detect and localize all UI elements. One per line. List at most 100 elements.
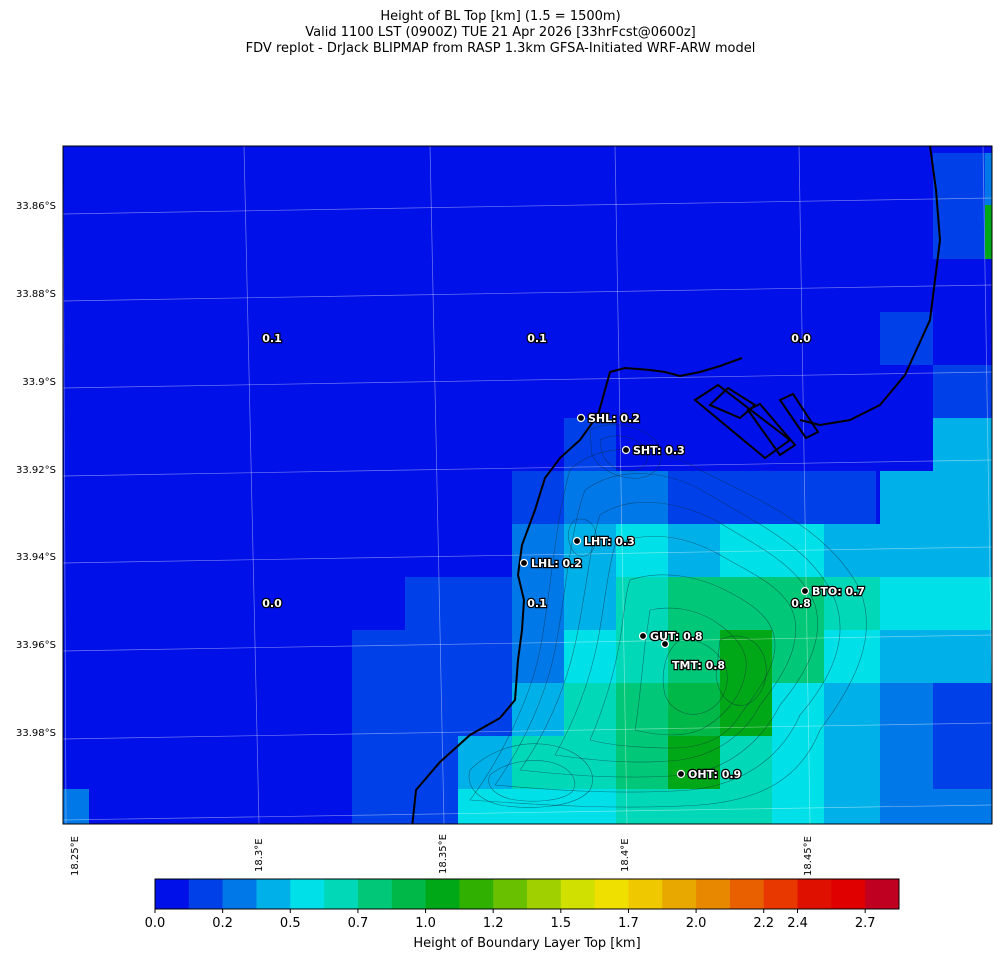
colorbar-swatch (222, 879, 257, 909)
colorbar (154, 878, 900, 913)
lon-label-18-30: 18.3°E (254, 838, 265, 872)
lat-label-33-88: 33.88°S (16, 289, 56, 300)
colorbar-tick-label: 0.2 (212, 916, 233, 931)
lat-label-33-86: 33.86°S (16, 201, 56, 212)
colorbar-tick-label: 0.0 (144, 916, 166, 931)
lon-label-18-25: 18.25°E (70, 836, 81, 876)
grid-cell (772, 736, 824, 789)
lat-label-33-90: 33.9°S (22, 377, 56, 388)
grid-value-label: 0.1 (262, 332, 282, 345)
map-valid-time: Valid 1100 LST (0900Z) TUE 21 Apr 2026 [… (305, 25, 696, 40)
grid-cell (933, 683, 992, 736)
grid-cell (616, 683, 668, 736)
grid-cell (880, 736, 933, 789)
grid-cell (720, 630, 772, 683)
grid-cells (63, 153, 992, 824)
station-label: SHT: 0.3 (633, 444, 685, 457)
grid-cell (405, 577, 458, 630)
grid-cell (824, 577, 880, 630)
grid-cell (824, 471, 876, 524)
grid-cell (985, 205, 992, 259)
grid-cell (880, 683, 933, 736)
colorbar-swatch (290, 879, 325, 909)
grid-cell (772, 789, 824, 824)
colorbar-tick-label: 1.0 (415, 916, 436, 931)
grid-cell (668, 577, 720, 630)
colorbar-swatch (560, 879, 596, 909)
grid-cell (824, 683, 880, 736)
grid-cell (880, 789, 933, 824)
colorbar-tick-label: 0.7 (347, 916, 369, 931)
colorbar-swatch (155, 879, 190, 909)
grid-value-label: 0.1 (527, 332, 547, 345)
colorbar-swatch (831, 879, 866, 909)
grid-cell (720, 789, 772, 824)
colorbar-swatch (391, 879, 427, 909)
grid-cell (458, 736, 512, 789)
grid-cell (720, 524, 772, 577)
station-marker (572, 536, 582, 546)
grid-cell (880, 630, 992, 683)
grid-cell (616, 736, 668, 789)
grid-cell (824, 736, 880, 789)
grid-cell (564, 736, 616, 789)
grid-cell (772, 577, 824, 630)
grid-cell (880, 577, 992, 630)
colorbar-tick-label: 2.7 (854, 916, 876, 931)
grid-value-labels: 0.1 0.1 0.0 0.0 0.1 0.8 (261, 331, 812, 612)
station-marker (638, 631, 648, 641)
map-source: FDV replot - DrJack BLIPMAP from RASP 1.… (245, 41, 756, 56)
grid-cell (458, 577, 512, 630)
grid-cell (405, 683, 458, 736)
station-label: SHL: 0.2 (588, 412, 640, 425)
station-label: BTO: 0.7 (812, 585, 865, 598)
colorbar-tick-label: 0.5 (279, 916, 301, 931)
map-title: Height of BL Top [km] (1.5 = 1500m) (380, 9, 621, 24)
lat-label-33-94: 33.94°S (16, 552, 56, 563)
grid-cell (616, 471, 668, 524)
station-label: LHL: 0.2 (531, 557, 582, 570)
station-marker (621, 445, 631, 455)
grid-cell (720, 736, 772, 789)
grid-cell (880, 471, 992, 524)
colorbar-swatch (324, 879, 359, 909)
grid-cell (352, 736, 405, 789)
colorbar-swatch (662, 879, 697, 909)
colorbar-tick-label: 1.5 (550, 916, 572, 931)
grid-cell (668, 789, 720, 824)
lon-label-18-40: 18.4°E (620, 838, 631, 872)
grid-cell (720, 471, 772, 524)
station-marker (676, 769, 686, 779)
colorbar-tick-label: 1.7 (618, 916, 639, 931)
grid-cell (352, 789, 405, 824)
grid-cell (616, 577, 668, 630)
grid-cell (458, 789, 512, 824)
grid-cell (564, 630, 616, 683)
grid-cell (564, 471, 616, 524)
colorbar-swatch (493, 879, 528, 909)
grid-cell (352, 630, 405, 683)
station-label: GUT: 0.8 (650, 630, 703, 643)
grid-cell (933, 365, 992, 418)
colorbar-swatch (696, 879, 731, 909)
grid-cell (668, 471, 720, 524)
grid-cell (720, 683, 772, 736)
grid-cell (512, 683, 564, 736)
map-frame (62, 145, 993, 825)
colorbar-swatch (188, 879, 224, 909)
grid-cell (668, 630, 720, 683)
colorbar-swatch (256, 879, 291, 909)
grid-cell (824, 524, 880, 577)
grid-cell (405, 736, 458, 789)
colorbar-tick-label: 1.2 (482, 916, 504, 931)
colorbar-frame (154, 878, 900, 910)
lon-label-18-35: 18.35°E (438, 834, 449, 874)
grid-cell (933, 789, 992, 824)
grid-cell (564, 683, 616, 736)
station-marker (576, 413, 586, 423)
grid-cell (880, 524, 992, 577)
colorbar-swatch (729, 879, 765, 909)
colorbar-swatch (628, 879, 663, 909)
